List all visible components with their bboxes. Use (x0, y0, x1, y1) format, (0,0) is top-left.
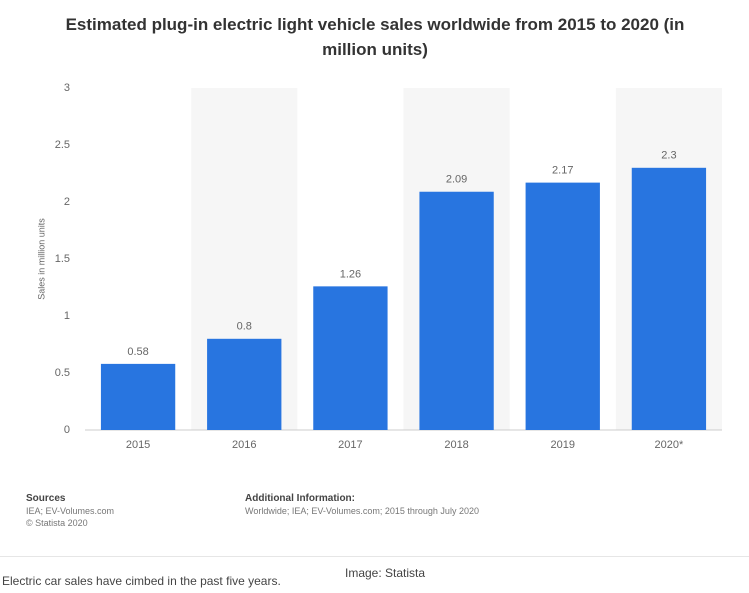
y-tick-label: 0.5 (55, 367, 70, 379)
x-tick-label: 2020* (655, 439, 684, 451)
x-tick-label: 2015 (126, 439, 150, 451)
bar (100, 363, 176, 430)
additional-info-heading: Additional Information: (245, 493, 355, 504)
x-tick-label: 2016 (232, 439, 256, 451)
bar (631, 167, 707, 431)
y-tick-label: 0 (64, 424, 70, 436)
y-tick-label: 2.5 (55, 139, 70, 151)
x-tick-label: 2018 (444, 439, 468, 451)
value-label: 1.26 (340, 268, 361, 280)
additional-info: Additional Information: Worldwide; IEA; … (245, 492, 479, 517)
additional-info-text: Worldwide; IEA; EV-Volumes.com; 2015 thr… (245, 506, 479, 516)
chart-title: Estimated plug-in electric light vehicle… (65, 15, 685, 59)
bar (525, 182, 600, 430)
bar (207, 338, 282, 430)
x-tick-label: 2019 (551, 439, 575, 451)
y-tick-label: 1.5 (55, 253, 70, 265)
value-label: 2.3 (661, 150, 676, 162)
caption: Electric car sales have cimbed in the pa… (2, 574, 281, 588)
x-tick-label: 2017 (338, 439, 362, 451)
y-tick-label: 3 (64, 82, 70, 94)
chart: 0 0.5 1 1.5 2 2.5 3 Sales in million units 2015 0… (36, 82, 722, 451)
value-label: 2.09 (446, 174, 467, 186)
chart-panel: Estimated plug-in electric light vehicle… (0, 15, 749, 557)
image-credit: Image: Statista (345, 566, 426, 580)
sources: Sources IEA; EV-Volumes.com © Statista 2… (26, 492, 114, 529)
bar (313, 286, 388, 430)
bar (419, 191, 494, 430)
y-axis-label: Sales in million units (36, 218, 46, 300)
y-tick-label: 2 (64, 196, 70, 208)
value-label: 0.8 (237, 321, 252, 333)
source-line: IEA; EV-Volumes.com (26, 506, 115, 516)
value-label: 2.17 (552, 165, 573, 177)
source-line: © Statista 2020 (26, 518, 88, 528)
y-tick-label: 1 (64, 310, 70, 322)
sources-heading: Sources (26, 493, 66, 504)
value-label: 0.58 (127, 346, 148, 358)
